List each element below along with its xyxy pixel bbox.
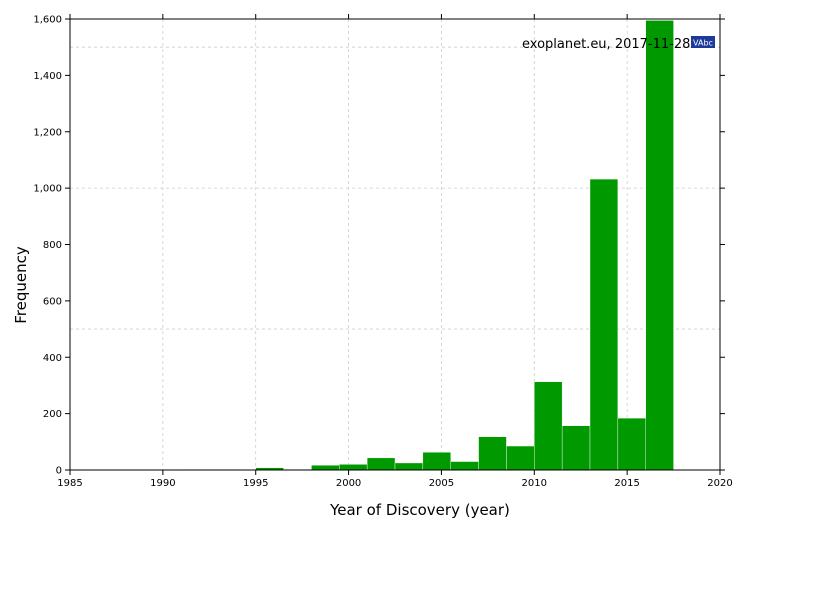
y-tick-label: 1,400 (33, 71, 62, 82)
histogram-bar (617, 417, 646, 471)
histogram-bar (561, 425, 591, 471)
x-tick-label: 2015 (614, 478, 639, 489)
x-tick-label: 2020 (707, 478, 732, 489)
y-tick-label: 800 (43, 240, 62, 251)
tick-labels: 1985 1990 1995 2000 2005 2010 2015 2020 0 200 400 6… (33, 15, 732, 490)
y-tick-label: 600 (43, 296, 62, 307)
source-badge (691, 36, 715, 48)
histogram-bar (339, 464, 368, 471)
bars (69, 20, 674, 471)
y-tick-label: 1,000 (33, 184, 62, 195)
y-tick-label: 400 (43, 353, 62, 364)
x-tick-label: 2010 (522, 478, 547, 489)
histogram-bar (394, 462, 424, 471)
x-tick-label: 1995 (243, 478, 268, 489)
x-tick-label: 1985 (57, 478, 82, 489)
y-tick-label: 0 (56, 466, 62, 477)
histogram-bar (311, 465, 340, 471)
x-tick-label: 1990 (150, 478, 175, 489)
histogram-bar (478, 436, 507, 471)
histogram-bar (506, 445, 535, 471)
histogram-bar (450, 461, 479, 471)
grid-lines (69, 19, 721, 470)
histogram-bar (422, 452, 451, 471)
axes-frame (69, 18, 721, 471)
y-tick-label: 1,200 (33, 127, 62, 138)
source-badge-label: VAbc (693, 39, 713, 48)
x-tick-label: 2000 (336, 478, 361, 489)
histogram-bar (534, 381, 563, 471)
histogram-bar (589, 178, 619, 471)
y-axis-label: Frequency (12, 246, 30, 324)
histogram-bar (645, 20, 674, 471)
source-annotation: exoplanet.eu, 2017-11-28 (522, 37, 690, 52)
y-tick-label: 200 (43, 409, 62, 420)
histogram-bar (366, 457, 396, 471)
x-tick-label: 2005 (429, 478, 454, 489)
x-axis-label: Year of Discovery (year) (329, 501, 510, 519)
tick-marks (65, 14, 725, 475)
y-tick-label: 1,600 (33, 15, 62, 26)
